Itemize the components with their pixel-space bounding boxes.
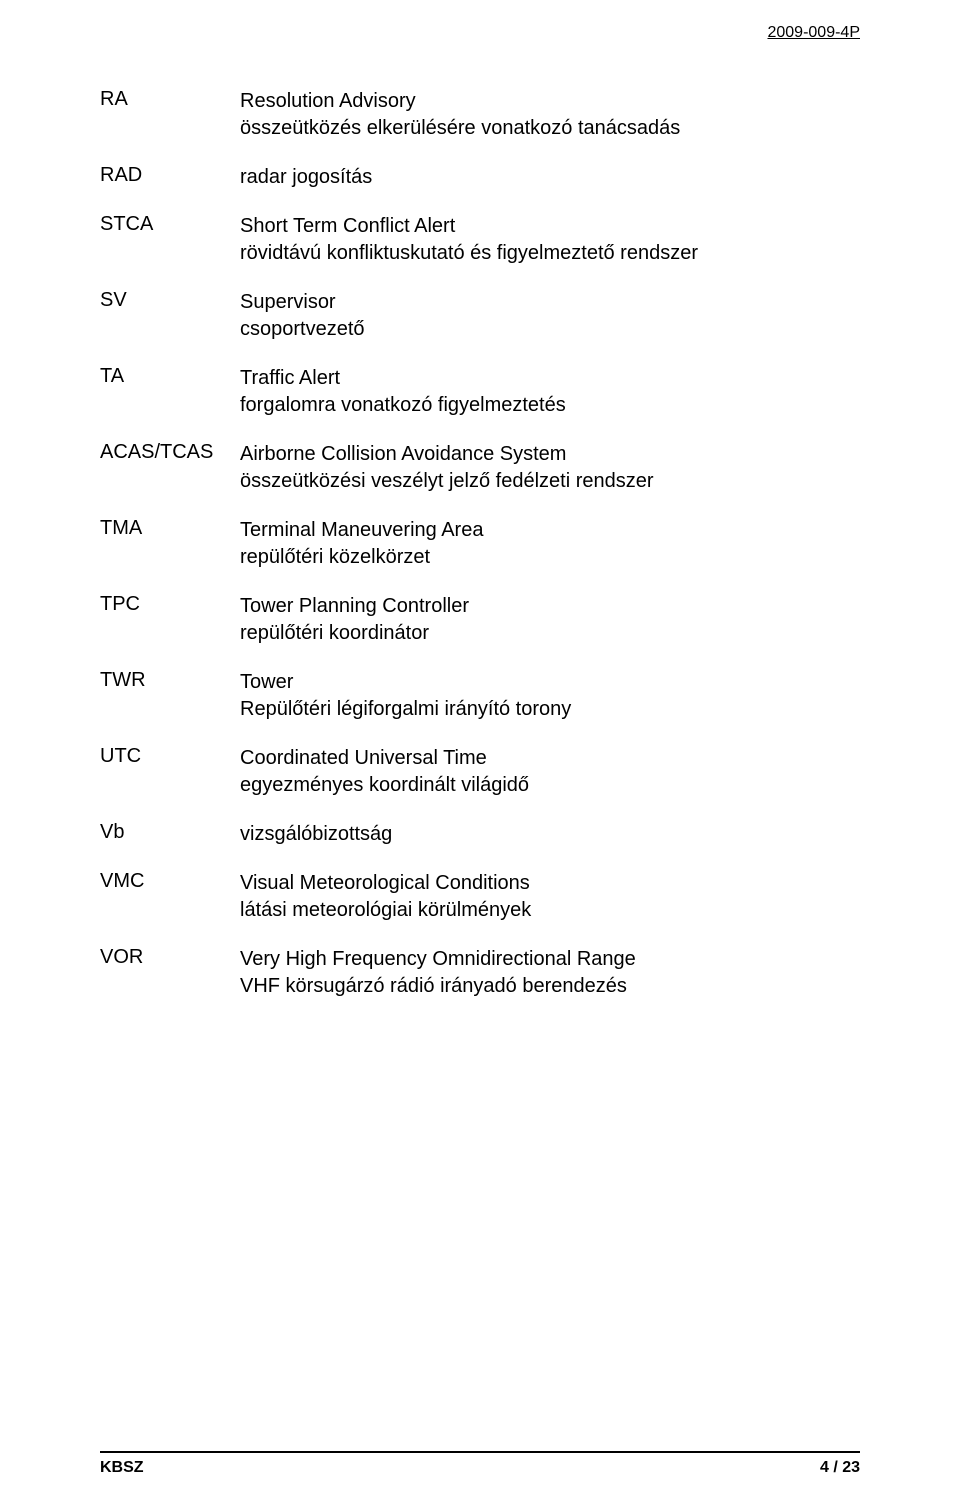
footer-left: KBSZ <box>100 1459 144 1477</box>
description-line2: összeütközés elkerülésére vonatkozó taná… <box>240 115 860 142</box>
description-line1: Resolution Advisory <box>240 88 860 115</box>
description: Visual Meteorological Conditions látási … <box>240 870 860 924</box>
abbreviation: TA <box>100 365 240 388</box>
definition-row: ACAS/TCAS Airborne Collision Avoidance S… <box>100 441 860 495</box>
definition-row: TMA Terminal Maneuvering Area repülőtéri… <box>100 517 860 571</box>
description: Terminal Maneuvering Area repülőtéri köz… <box>240 517 860 571</box>
description-line1: Terminal Maneuvering Area <box>240 517 860 544</box>
definition-row: RAD radar jogosítás <box>100 164 860 191</box>
definition-row: STCA Short Term Conflict Alert rövidtávú… <box>100 213 860 267</box>
abbreviation: TMA <box>100 517 240 540</box>
document-id: 2009-009-4P <box>767 24 860 42</box>
description-line1: Short Term Conflict Alert <box>240 213 860 240</box>
description-line2: repülőtéri koordinátor <box>240 620 860 647</box>
abbreviation: RAD <box>100 164 240 187</box>
description-line2: összeütközési veszélyt jelző fedélzeti r… <box>240 468 860 495</box>
abbreviation: VOR <box>100 946 240 969</box>
description-line1: Coordinated Universal Time <box>240 745 860 772</box>
description: Traffic Alert forgalomra vonatkozó figye… <box>240 365 860 419</box>
description: Resolution Advisory összeütközés elkerül… <box>240 88 860 142</box>
description-line2: csoportvezető <box>240 316 860 343</box>
description: Supervisor csoportvezető <box>240 289 860 343</box>
definition-row: SV Supervisor csoportvezető <box>100 289 860 343</box>
description-line1: Traffic Alert <box>240 365 860 392</box>
description-line1: Tower Planning Controller <box>240 593 860 620</box>
description: Short Term Conflict Alert rövidtávú konf… <box>240 213 860 267</box>
description-line1: Tower <box>240 669 860 696</box>
description: Coordinated Universal Time egyezményes k… <box>240 745 860 799</box>
abbreviation: VMC <box>100 870 240 893</box>
page-footer: KBSZ 4 / 23 <box>100 1451 860 1477</box>
description-line1: vizsgálóbizottság <box>240 821 860 848</box>
description-line2: egyezményes koordinált világidő <box>240 772 860 799</box>
description-line2: rövidtávú konfliktuskutató és figyelmezt… <box>240 240 860 267</box>
definition-row: RA Resolution Advisory összeütközés elke… <box>100 88 860 142</box>
footer-right: 4 / 23 <box>820 1459 860 1477</box>
definition-row: TWR Tower Repülőtéri légiforgalmi irányí… <box>100 669 860 723</box>
abbreviation: STCA <box>100 213 240 236</box>
description-line1: Supervisor <box>240 289 860 316</box>
description-line2: Repülőtéri légiforgalmi irányító torony <box>240 696 860 723</box>
abbreviation: UTC <box>100 745 240 768</box>
definitions-list: RA Resolution Advisory összeütközés elke… <box>100 88 860 1000</box>
description-line2: VHF körsugárzó rádió irányadó berendezés <box>240 973 860 1000</box>
description: Tower Planning Controller repülőtéri koo… <box>240 593 860 647</box>
definition-row: VOR Very High Frequency Omnidirectional … <box>100 946 860 1000</box>
description-line1: radar jogosítás <box>240 164 860 191</box>
definition-row: VMC Visual Meteorological Conditions lát… <box>100 870 860 924</box>
abbreviation: RA <box>100 88 240 111</box>
definition-row: TPC Tower Planning Controller repülőtéri… <box>100 593 860 647</box>
abbreviation: ACAS/TCAS <box>100 441 240 464</box>
description: Very High Frequency Omnidirectional Rang… <box>240 946 860 1000</box>
description: vizsgálóbizottság <box>240 821 860 848</box>
description: Airborne Collision Avoidance System össz… <box>240 441 860 495</box>
abbreviation: TPC <box>100 593 240 616</box>
description: radar jogosítás <box>240 164 860 191</box>
description-line1: Very High Frequency Omnidirectional Rang… <box>240 946 860 973</box>
page: 2009-009-4P RA Resolution Advisory össze… <box>0 0 960 1507</box>
description-line2: forgalomra vonatkozó figyelmeztetés <box>240 392 860 419</box>
description-line1: Visual Meteorological Conditions <box>240 870 860 897</box>
definition-row: UTC Coordinated Universal Time egyezmény… <box>100 745 860 799</box>
abbreviation: Vb <box>100 821 240 844</box>
abbreviation: TWR <box>100 669 240 692</box>
definition-row: TA Traffic Alert forgalomra vonatkozó fi… <box>100 365 860 419</box>
description: Tower Repülőtéri légiforgalmi irányító t… <box>240 669 860 723</box>
definition-row: Vb vizsgálóbizottság <box>100 821 860 848</box>
description-line2: látási meteorológiai körülmények <box>240 897 860 924</box>
abbreviation: SV <box>100 289 240 312</box>
description-line1: Airborne Collision Avoidance System <box>240 441 860 468</box>
description-line2: repülőtéri közelkörzet <box>240 544 860 571</box>
